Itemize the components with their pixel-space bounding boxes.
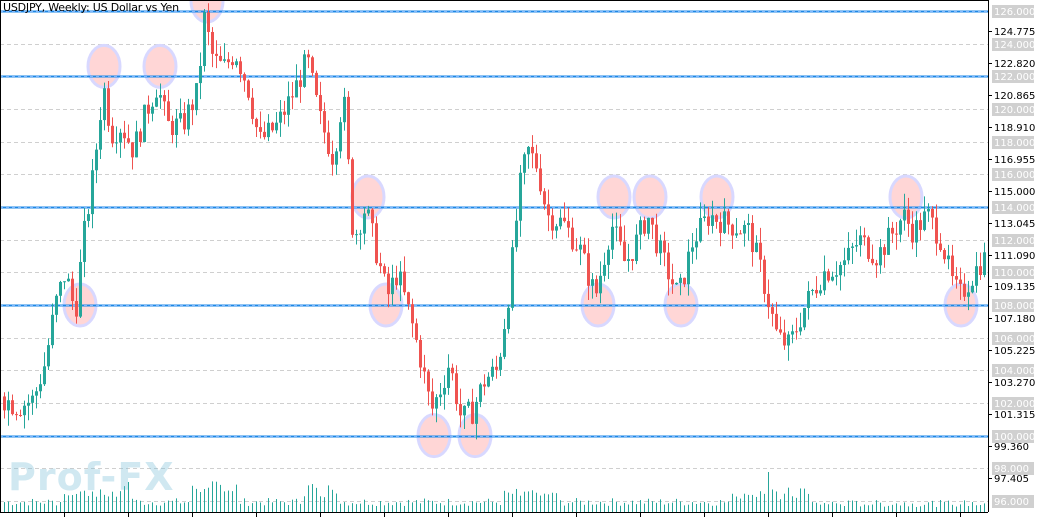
svg-text:113.045: 113.045 [994,219,1035,230]
svg-text:114.000: 114.000 [994,203,1035,214]
svg-text:104.000: 104.000 [994,366,1035,377]
svg-text:118.910: 118.910 [994,123,1035,134]
volume-histogram [4,472,985,512]
svg-text:122.820: 122.820 [994,59,1035,70]
svg-text:124.775: 124.775 [994,27,1035,38]
svg-text:108.000: 108.000 [994,301,1035,312]
svg-text:122.000: 122.000 [994,72,1035,83]
candlesticks [3,3,986,440]
svg-text:99.360: 99.360 [994,442,1029,453]
chart-title: USDJPY, Weekly: US Dollar vs Yen [3,1,179,14]
svg-text:97.405: 97.405 [994,474,1029,485]
svg-text:101.315: 101.315 [994,410,1035,421]
svg-text:111.090: 111.090 [994,251,1035,262]
svg-text:112.000: 112.000 [994,236,1035,247]
svg-text:116.000: 116.000 [994,170,1035,181]
svg-text:109.135: 109.135 [994,282,1035,293]
svg-text:102.000: 102.000 [994,399,1035,410]
svg-text:115.000: 115.000 [994,187,1035,198]
grid-lines [0,11,988,502]
svg-text:98.000: 98.000 [994,464,1029,475]
svg-text:116.955: 116.955 [994,155,1035,166]
svg-text:120.865: 120.865 [994,91,1035,102]
support-resistance-lines [0,10,988,438]
svg-text:124.000: 124.000 [994,40,1035,51]
svg-text:120.000: 120.000 [994,105,1035,116]
svg-text:96.000: 96.000 [994,497,1029,508]
svg-text:126.000: 126.000 [994,7,1035,18]
svg-text:103.270: 103.270 [994,378,1035,389]
svg-text:107.180: 107.180 [994,314,1035,325]
svg-text:110.000: 110.000 [994,268,1035,279]
svg-text:105.225: 105.225 [994,346,1035,357]
svg-text:100.000: 100.000 [994,432,1035,443]
svg-text:118.000: 118.000 [994,138,1035,149]
svg-text:106.000: 106.000 [994,334,1035,345]
